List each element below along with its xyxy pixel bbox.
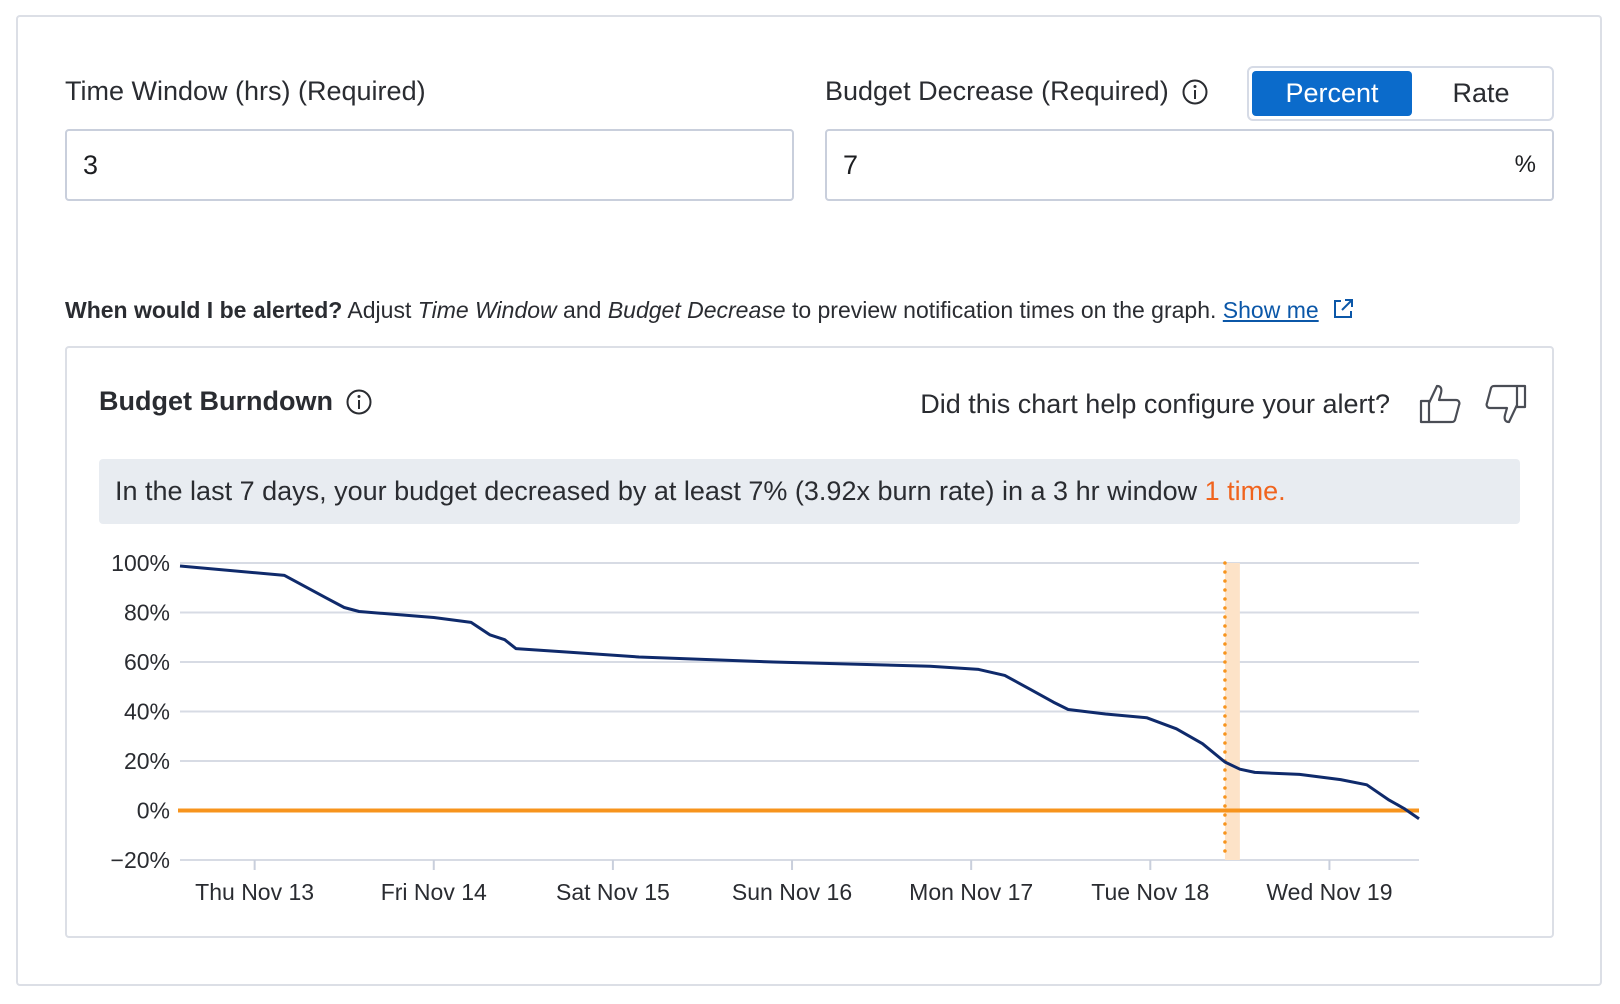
x-tick-label: Sat Nov 15 [556,879,670,905]
percent-option[interactable]: Percent [1252,71,1412,116]
chart-title-row: Budget Burndown [99,386,373,417]
banner-count: 1 time. [1204,476,1286,506]
x-tick-label: Tue Nov 18 [1091,879,1209,905]
y-tick-label: −20% [111,847,170,873]
alert-window-band [1224,563,1240,860]
x-tick-label: Mon Nov 17 [909,879,1033,905]
x-tick-label: Sun Nov 16 [732,879,852,905]
budget-decrease-label-row: Budget Decrease (Required) [825,76,1209,107]
external-link-icon[interactable] [1331,297,1355,321]
alert-hint: When would I be alerted? Adjust Time Win… [65,297,1355,324]
y-tick-label: 40% [124,699,170,725]
time-window-input[interactable]: 3 [65,129,794,201]
show-me-link[interactable]: Show me [1222,297,1319,323]
feedback-question: Did this chart help configure your alert… [920,388,1390,419]
time-window-label: Time Window (hrs) (Required) [65,76,426,106]
chart-title: Budget Burndown [99,386,333,416]
hint-budget-decrease: Budget Decrease [607,297,786,323]
y-tick-label: 80% [124,600,170,626]
y-tick-label: 20% [124,748,170,774]
budget-decrease-value: 7 [843,149,859,180]
thumbs-up-icon[interactable] [1418,383,1462,425]
budget-burndown-card [65,346,1554,938]
x-tick-label: Thu Nov 13 [195,879,314,905]
percent-rate-toggle: Percent Rate [1247,66,1554,121]
time-window-value: 3 [83,149,99,180]
hint-text: to preview notification times on the gra… [791,297,1217,323]
hint-lead: When would I be alerted? [65,297,343,323]
budget-decrease-input[interactable]: 7 % [825,129,1554,201]
thumbs-down-icon[interactable] [1484,383,1528,425]
burn-summary-banner: In the last 7 days, your budget decrease… [99,459,1520,524]
hint-text: and [563,297,602,323]
x-tick-label: Fri Nov 14 [381,879,487,905]
x-tick-label: Wed Nov 19 [1266,879,1392,905]
feedback-row: Did this chart help configure your alert… [920,383,1528,425]
budget-line [179,564,1420,820]
info-icon[interactable] [345,388,373,416]
hint-time-window: Time Window [417,297,557,323]
y-tick-label: 0% [137,798,170,824]
budget-decrease-label: Budget Decrease (Required) [825,76,1169,106]
rate-option[interactable]: Rate [1452,78,1510,108]
banner-text: In the last 7 days, your budget decrease… [115,476,1198,506]
alert-config-card [16,15,1602,986]
y-tick-label: 100% [111,550,170,576]
y-tick-label: 60% [124,649,170,675]
info-icon[interactable] [1181,78,1209,106]
hint-text: Adjust [347,297,412,323]
percent-unit: % [1514,151,1536,178]
